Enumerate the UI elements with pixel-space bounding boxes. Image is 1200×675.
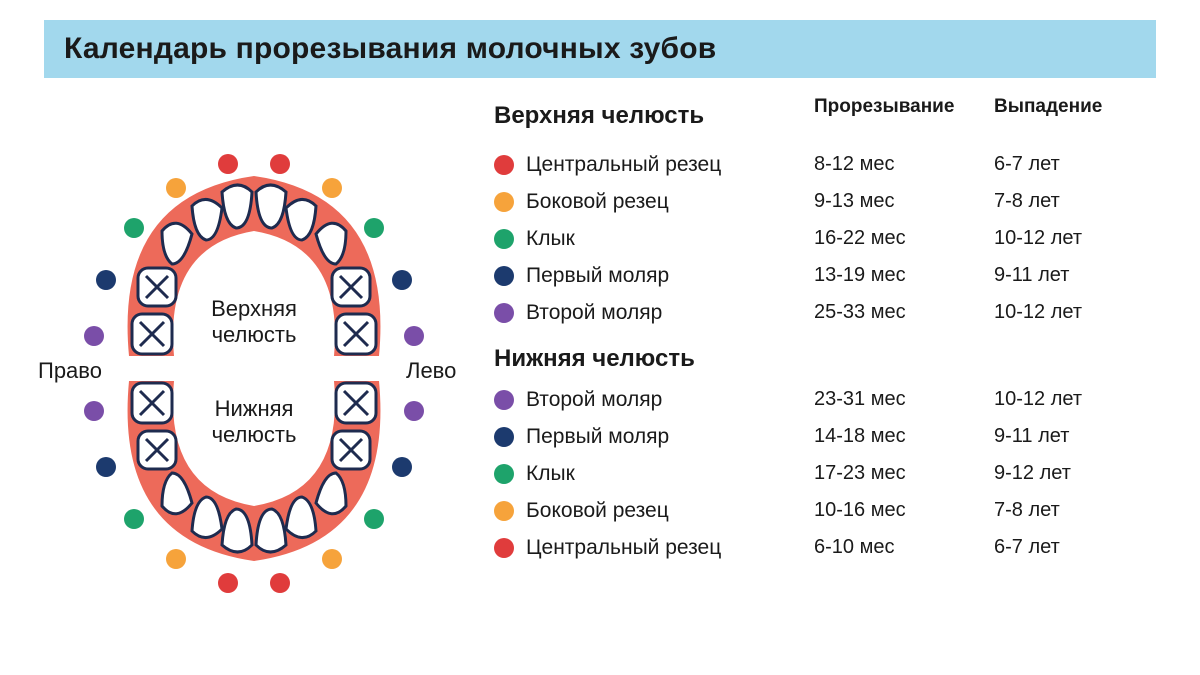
color-dot: [166, 178, 186, 198]
table-row: Клык 17-23 мес9-12 лет: [494, 455, 1156, 492]
color-dot: [218, 573, 238, 593]
table-row: Центральный резец 8-12 мес6-7 лет: [494, 146, 1156, 183]
teeth-diagram: Верхняячелюсть Нижняячелюсть Право Лево: [44, 96, 464, 626]
color-dot: [96, 457, 116, 477]
loss-cell: 7-8 лет: [994, 499, 1154, 522]
table-row: Боковой резец 10-16 мес7-8 лет: [494, 492, 1156, 529]
color-dot: [322, 178, 342, 198]
table-column: Верхняя челюсть Прорезывание Выпадение Ц…: [494, 96, 1156, 626]
loss-cell: 6-7 лет: [994, 536, 1154, 559]
left-side-label: Лево: [406, 358, 456, 384]
tooth-name-cell: Первый моляр: [494, 264, 814, 288]
table-row: Второй моляр 23-31 мес10-12 лет: [494, 381, 1156, 418]
content-row: Верхняячелюсть Нижняячелюсть Право Лево …: [44, 96, 1156, 626]
color-dot: [84, 326, 104, 346]
eruption-cell: 9-13 мес: [814, 190, 994, 213]
table-row: Центральный резец 6-10 мес6-7 лет: [494, 529, 1156, 566]
table-row: Клык 16-22 мес10-12 лет: [494, 220, 1156, 257]
legend-dot: [494, 538, 514, 558]
color-dot: [270, 154, 290, 174]
eruption-cell: 23-31 мес: [814, 388, 994, 411]
table-row: Второй моляр 25-33 мес10-12 лет: [494, 294, 1156, 331]
color-dot: [124, 509, 144, 529]
loss-cell: 9-11 лет: [994, 264, 1154, 287]
tooth-name: Второй моляр: [526, 301, 662, 325]
tooth-name: Центральный резец: [526, 153, 721, 177]
diagram-column: Верхняячелюсть Нижняячелюсть Право Лево: [44, 96, 464, 626]
upper-rows: Центральный резец 8-12 мес6-7 лет Боковой …: [494, 146, 1156, 331]
legend-dot: [494, 390, 514, 410]
color-dot: [392, 457, 412, 477]
color-dot: [84, 401, 104, 421]
color-dot: [166, 549, 186, 569]
lower-jaw-label: Нижняячелюсть: [194, 396, 314, 449]
upper-jaw-label: Верхняячелюсть: [194, 296, 314, 349]
color-dot: [218, 154, 238, 174]
eruption-cell: 13-19 мес: [814, 264, 994, 287]
eruption-cell: 10-16 мес: [814, 499, 994, 522]
loss-cell: 10-12 лет: [994, 388, 1154, 411]
tooth-name-cell: Клык: [494, 227, 814, 251]
right-side-label: Право: [38, 358, 102, 384]
page-title: Календарь прорезывания молочных зубов: [44, 20, 1156, 78]
tooth-name-cell: Боковой резец: [494, 190, 814, 214]
table-header: Верхняя челюсть Прорезывание Выпадение: [494, 96, 1156, 138]
legend-dot: [494, 501, 514, 521]
loss-cell: 10-12 лет: [994, 227, 1154, 250]
loss-cell: 10-12 лет: [994, 301, 1154, 324]
color-dot: [364, 509, 384, 529]
tooth-name-cell: Боковой резец: [494, 499, 814, 523]
eruption-cell: 17-23 мес: [814, 462, 994, 485]
eruption-cell: 6-10 мес: [814, 536, 994, 559]
color-dot: [404, 326, 424, 346]
color-dot: [364, 218, 384, 238]
loss-cell: 6-7 лет: [994, 153, 1154, 176]
legend-dot: [494, 155, 514, 175]
header-eruption: Прорезывание: [814, 96, 994, 138]
upper-jaw-title: Верхняя челюсть: [494, 102, 814, 130]
legend-dot: [494, 266, 514, 286]
header-loss: Выпадение: [994, 96, 1154, 138]
tooth-name: Клык: [526, 227, 575, 251]
loss-cell: 9-12 лет: [994, 462, 1154, 485]
infographic-page: Календарь прорезывания молочных зубов: [0, 0, 1200, 675]
legend-dot: [494, 229, 514, 249]
eruption-cell: 16-22 мес: [814, 227, 994, 250]
legend-dot: [494, 427, 514, 447]
table-row: Первый моляр 13-19 мес9-11 лет: [494, 257, 1156, 294]
tooth-name: Центральный резец: [526, 536, 721, 560]
tooth-name-cell: Клык: [494, 462, 814, 486]
legend-dot: [494, 464, 514, 484]
color-dot: [392, 270, 412, 290]
color-dot: [322, 549, 342, 569]
loss-cell: 7-8 лет: [994, 190, 1154, 213]
table-row: Первый моляр 14-18 мес9-11 лет: [494, 418, 1156, 455]
tooth-name: Второй моляр: [526, 388, 662, 412]
eruption-cell: 14-18 мес: [814, 425, 994, 448]
eruption-cell: 25-33 мес: [814, 301, 994, 324]
tooth-name-cell: Второй моляр: [494, 301, 814, 325]
tooth-name-cell: Центральный резец: [494, 536, 814, 560]
tooth-name: Первый моляр: [526, 425, 669, 449]
eruption-cell: 8-12 мес: [814, 153, 994, 176]
tooth-name-cell: Центральный резец: [494, 153, 814, 177]
color-dot: [270, 573, 290, 593]
color-dot: [124, 218, 144, 238]
color-dot: [96, 270, 116, 290]
loss-cell: 9-11 лет: [994, 425, 1154, 448]
tooth-name: Боковой резец: [526, 499, 669, 523]
color-dot: [404, 401, 424, 421]
tooth-name: Клык: [526, 462, 575, 486]
tooth-name: Первый моляр: [526, 264, 669, 288]
tooth-name: Боковой резец: [526, 190, 669, 214]
lower-jaw-title: Нижняя челюсть: [494, 345, 1156, 373]
legend-dot: [494, 303, 514, 323]
table-row: Боковой резец 9-13 мес7-8 лет: [494, 183, 1156, 220]
legend-dot: [494, 192, 514, 212]
tooth-name-cell: Первый моляр: [494, 425, 814, 449]
lower-rows: Второй моляр 23-31 мес10-12 лет Первый мол…: [494, 381, 1156, 566]
tooth-name-cell: Второй моляр: [494, 388, 814, 412]
